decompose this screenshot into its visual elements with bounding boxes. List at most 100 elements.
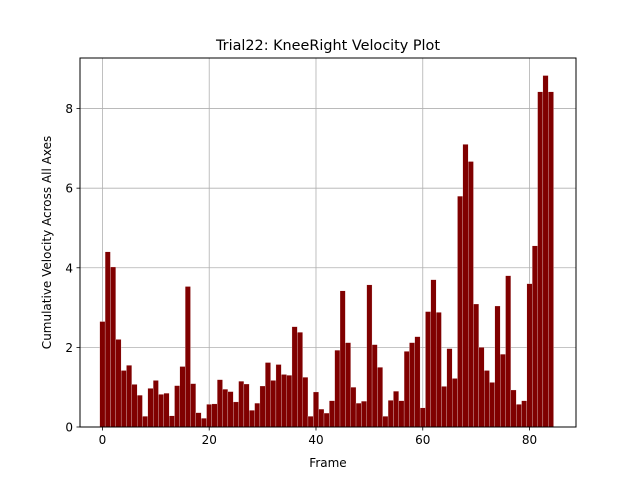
x-tick-label: 20 xyxy=(202,433,217,447)
x-tick-label: 60 xyxy=(415,433,430,447)
bar xyxy=(532,245,538,428)
x-tick-label: 80 xyxy=(522,433,537,447)
bar xyxy=(302,377,309,428)
bar xyxy=(201,418,207,428)
bar xyxy=(505,275,511,428)
bar xyxy=(446,348,453,428)
bar xyxy=(169,415,175,428)
bar xyxy=(137,395,143,428)
bar xyxy=(110,266,116,428)
bar xyxy=(297,332,303,428)
bar xyxy=(494,305,501,428)
bar xyxy=(313,391,319,428)
bar xyxy=(537,91,544,428)
bar xyxy=(355,402,362,428)
axes-frame xyxy=(79,57,577,428)
bar xyxy=(366,284,373,428)
bar xyxy=(259,385,266,428)
bar xyxy=(409,342,415,428)
bar xyxy=(211,403,218,428)
bar xyxy=(484,370,490,428)
bar xyxy=(345,342,351,428)
bar xyxy=(350,387,357,428)
bar xyxy=(233,401,239,428)
bar xyxy=(510,389,517,428)
bar xyxy=(153,380,159,428)
bar xyxy=(249,410,255,428)
bar xyxy=(307,416,314,428)
bar xyxy=(361,401,367,428)
bar xyxy=(115,339,122,428)
bar xyxy=(158,394,164,428)
bar xyxy=(521,400,528,428)
y-tick-label: 0 xyxy=(65,421,73,435)
bar xyxy=(206,404,213,428)
bar xyxy=(120,370,127,428)
bar xyxy=(147,388,154,428)
bar xyxy=(190,383,196,428)
bar xyxy=(275,364,282,428)
chart-title: Trial22: KneeRight Velocity Plot xyxy=(215,38,440,54)
bar xyxy=(371,344,378,428)
bar xyxy=(430,279,437,428)
y-tick-label: 2 xyxy=(65,341,73,355)
y-tick-label: 6 xyxy=(65,182,73,196)
bar xyxy=(99,321,106,428)
bar xyxy=(414,336,421,428)
bar xyxy=(334,350,341,428)
bar xyxy=(473,303,479,428)
y-tick-label: 4 xyxy=(65,261,73,275)
bar xyxy=(478,347,485,428)
x-axis-label: Frame xyxy=(309,456,346,470)
bar xyxy=(398,400,405,428)
bar xyxy=(403,351,410,428)
x-tick-label: 0 xyxy=(99,433,107,447)
bar xyxy=(435,312,442,428)
bar xyxy=(377,367,383,428)
bar xyxy=(419,407,426,428)
bar xyxy=(526,283,533,428)
bar xyxy=(468,161,474,428)
bar xyxy=(500,354,506,428)
bar xyxy=(548,91,554,428)
bar xyxy=(270,380,277,428)
x-tick-label: 40 xyxy=(308,433,323,447)
bar xyxy=(329,400,335,428)
bar xyxy=(185,286,191,428)
bar xyxy=(281,374,287,428)
bar xyxy=(195,412,202,428)
bar xyxy=(174,385,180,428)
bar xyxy=(163,393,170,428)
bar xyxy=(462,144,469,428)
bar xyxy=(131,384,138,428)
bar xyxy=(291,326,298,428)
ticks: 0 20 40 60 80 0 2 4 6 8 xyxy=(65,102,537,447)
bar xyxy=(243,383,250,428)
bar xyxy=(323,412,330,428)
bar xyxy=(339,290,346,428)
bar xyxy=(489,382,495,428)
bar xyxy=(179,366,186,428)
bar xyxy=(126,365,132,428)
bar xyxy=(452,378,458,428)
bar xyxy=(238,381,245,428)
bar xyxy=(142,416,148,428)
bar xyxy=(425,311,431,428)
bar xyxy=(457,196,463,428)
y-tick-label: 8 xyxy=(65,102,73,116)
bar xyxy=(254,402,261,428)
bar xyxy=(265,362,271,428)
bar xyxy=(387,400,394,428)
bar xyxy=(286,375,293,428)
bar xyxy=(441,386,447,428)
bar xyxy=(217,379,223,428)
bar xyxy=(516,404,522,428)
bar xyxy=(227,391,234,428)
y-axis-label: Cumulative Velocity Across All Axes xyxy=(40,136,54,349)
bar xyxy=(318,408,325,428)
bar xyxy=(222,389,229,428)
bar xyxy=(104,251,111,428)
bar xyxy=(393,391,399,428)
